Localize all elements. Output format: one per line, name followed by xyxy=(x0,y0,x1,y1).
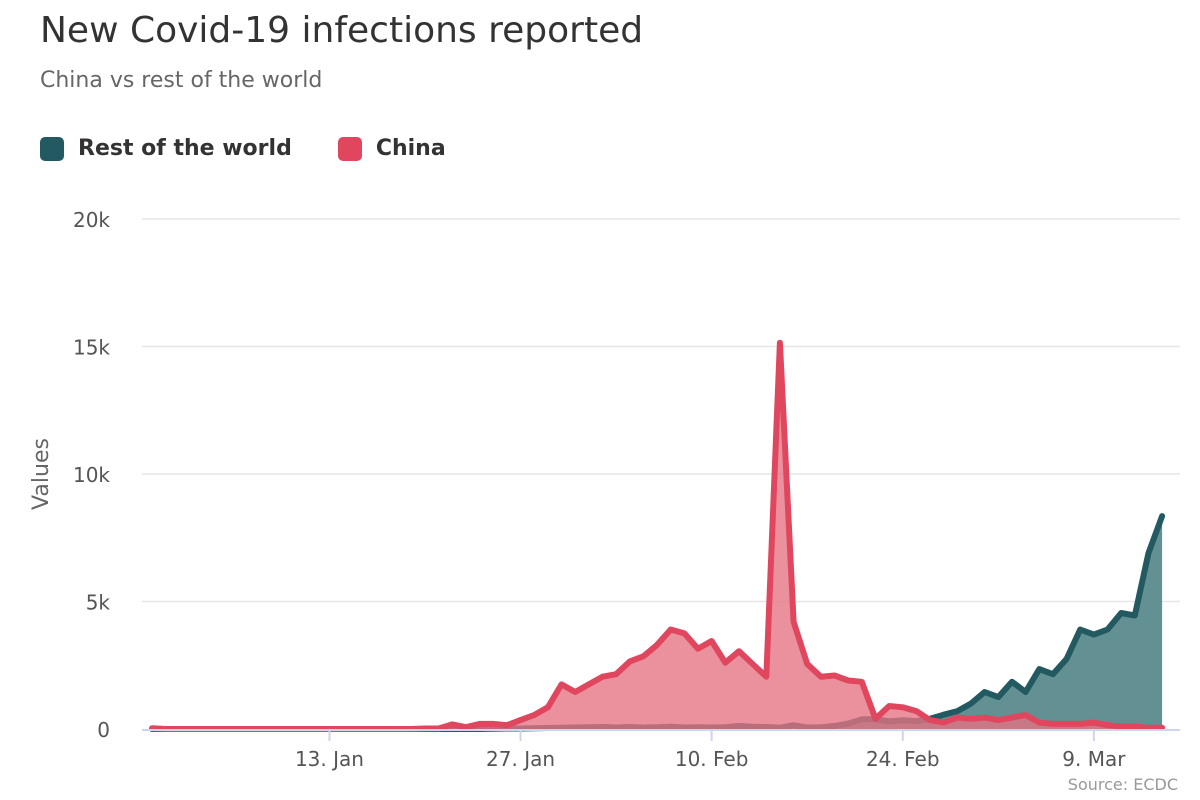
legend-swatch-china xyxy=(337,136,362,161)
y-tick-label: 5k xyxy=(86,591,111,615)
y-tick-label: 20k xyxy=(73,208,110,232)
series-area-rest-of-the-world xyxy=(152,516,1163,729)
chart-subtitle: China vs rest of the world xyxy=(40,68,323,93)
y-tick-label: 10k xyxy=(73,463,110,487)
chart-title: New Covid-19 infections reported xyxy=(40,10,644,51)
x-tick-label: 10. Feb xyxy=(675,747,749,771)
legend-label-rest-of-world: Rest of the world xyxy=(78,136,292,161)
source-credit: Source: ECDC xyxy=(1067,775,1178,794)
legend-item-rest-of-world[interactable]: Rest of the world xyxy=(40,136,292,161)
legend-label-china: China xyxy=(375,136,446,161)
x-tick-label: 27. Jan xyxy=(486,747,555,771)
y-tick-label: 0 xyxy=(97,718,110,742)
legend-item-china[interactable]: China xyxy=(337,136,446,161)
y-tick-label: 15k xyxy=(73,336,110,360)
legend: Rest of the world China xyxy=(40,136,492,161)
y-axis-title: Values xyxy=(29,438,54,510)
x-tick-label: 24. Feb xyxy=(866,747,940,771)
x-tick-label: 9. Mar xyxy=(1062,747,1126,771)
legend-swatch-rest-of-world xyxy=(40,136,64,161)
series-area-china xyxy=(152,342,1163,729)
x-tick-label: 13. Jan xyxy=(295,747,364,771)
